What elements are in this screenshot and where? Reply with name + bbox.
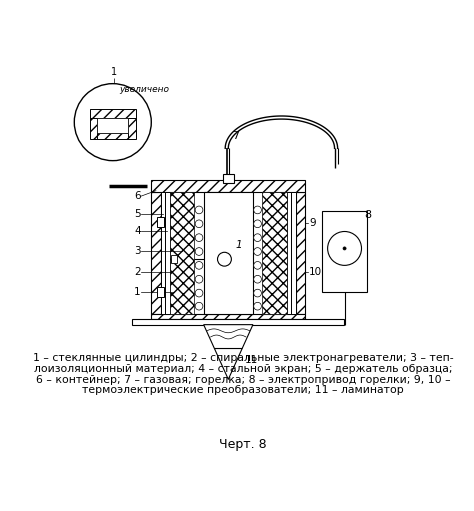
Circle shape bbox=[254, 248, 261, 256]
Text: 1: 1 bbox=[235, 240, 242, 250]
Circle shape bbox=[254, 303, 261, 310]
Circle shape bbox=[195, 248, 203, 256]
Text: 9: 9 bbox=[309, 218, 316, 228]
Bar bbox=[151, 180, 305, 192]
Text: Черт. 8: Черт. 8 bbox=[219, 438, 267, 451]
Circle shape bbox=[254, 220, 261, 227]
Text: лоизоляционный материал; 4 – стальной экран; 5 – держатель образца;: лоизоляционный материал; 4 – стальной эк… bbox=[34, 364, 452, 374]
Bar bbox=[90, 109, 136, 119]
Bar bbox=[170, 192, 194, 314]
Circle shape bbox=[195, 206, 203, 214]
Bar bbox=[132, 319, 344, 324]
Text: 10: 10 bbox=[309, 267, 322, 276]
Circle shape bbox=[328, 231, 362, 265]
Bar bbox=[165, 192, 170, 314]
Circle shape bbox=[195, 275, 203, 283]
Circle shape bbox=[343, 247, 346, 250]
Bar bbox=[97, 133, 128, 139]
Bar bbox=[292, 192, 296, 314]
Text: 5: 5 bbox=[134, 209, 141, 219]
Polygon shape bbox=[204, 324, 253, 349]
Circle shape bbox=[254, 262, 261, 269]
Text: 3: 3 bbox=[134, 246, 141, 256]
Text: 6: 6 bbox=[134, 191, 141, 201]
Circle shape bbox=[195, 234, 203, 242]
Text: 1: 1 bbox=[111, 67, 118, 78]
Text: 11: 11 bbox=[245, 355, 258, 365]
Bar bbox=[157, 217, 164, 227]
Text: 1: 1 bbox=[134, 287, 141, 297]
Circle shape bbox=[195, 262, 203, 269]
Bar bbox=[157, 287, 164, 297]
Text: 1 – стеклянные цилиндры; 2 – спиральные электронагреватели; 3 – теп-: 1 – стеклянные цилиндры; 2 – спиральные … bbox=[33, 353, 453, 363]
Text: 6 – контейнер; 7 – газовая; горелка; 8 – электропривод горелки; 9, 10 –: 6 – контейнер; 7 – газовая; горелка; 8 –… bbox=[36, 375, 450, 385]
Circle shape bbox=[254, 206, 261, 214]
Bar bbox=[151, 192, 161, 314]
Bar bbox=[287, 192, 292, 314]
Bar bbox=[296, 192, 305, 314]
Text: 8: 8 bbox=[364, 210, 371, 220]
Bar bbox=[97, 119, 128, 133]
Bar bbox=[161, 192, 165, 314]
Text: 2: 2 bbox=[134, 267, 141, 276]
Bar bbox=[90, 119, 97, 139]
Bar bbox=[128, 119, 136, 139]
Circle shape bbox=[195, 289, 203, 297]
Circle shape bbox=[254, 234, 261, 242]
Polygon shape bbox=[214, 349, 242, 379]
Text: термоэлектрические преобразователи; 11 – ламинатор: термоэлектрические преобразователи; 11 –… bbox=[82, 385, 404, 396]
Bar bbox=[171, 256, 177, 263]
Circle shape bbox=[254, 289, 261, 297]
Bar bbox=[151, 314, 305, 319]
Text: 7: 7 bbox=[232, 131, 239, 141]
Text: увеличено: увеличено bbox=[119, 85, 169, 94]
Text: 4: 4 bbox=[134, 226, 141, 236]
Circle shape bbox=[74, 84, 151, 160]
Bar bbox=[262, 192, 287, 314]
Circle shape bbox=[254, 275, 261, 283]
Bar bbox=[322, 212, 367, 292]
Circle shape bbox=[195, 220, 203, 227]
Circle shape bbox=[218, 252, 231, 266]
Bar bbox=[223, 174, 234, 183]
Circle shape bbox=[195, 303, 203, 310]
Bar bbox=[204, 192, 253, 314]
